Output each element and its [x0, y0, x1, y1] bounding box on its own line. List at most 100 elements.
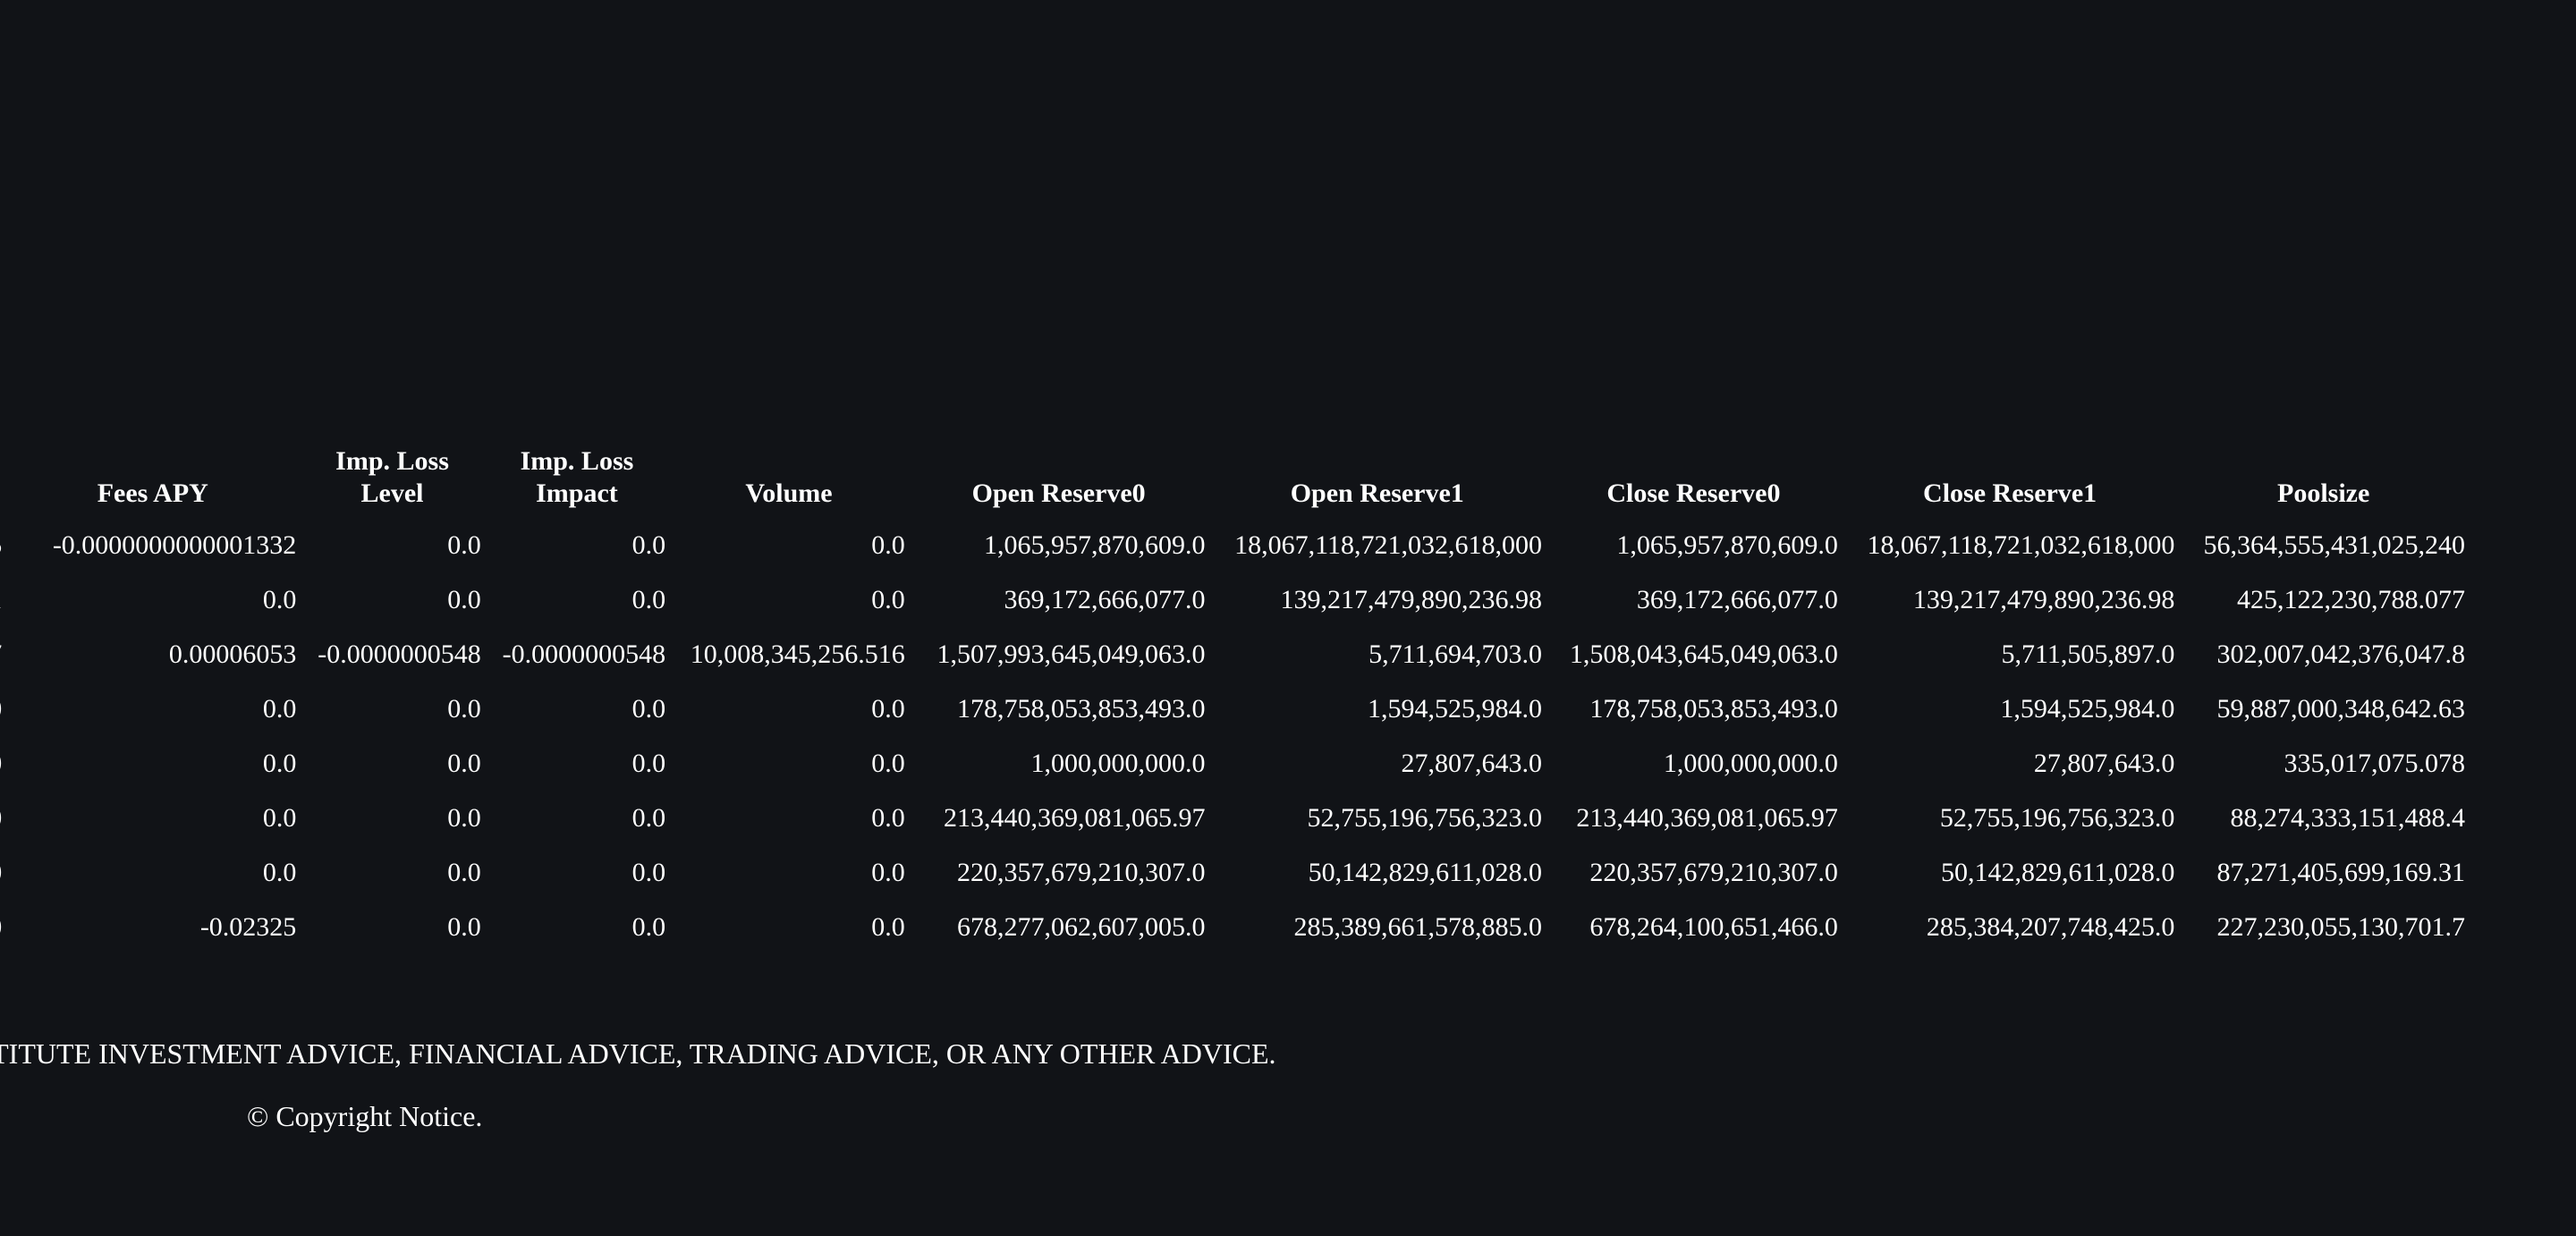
table-cell: 0.0 [871, 803, 905, 833]
table-cell: 0.0 [447, 694, 481, 724]
poolsize-header: Poolsize [2178, 436, 2469, 519]
column-header-line: Volume [745, 478, 833, 508]
table-cell: 285,389,661,578,885.0 [1293, 912, 1543, 942]
table-cell: .1 [0, 573, 5, 628]
table-cell: 0.0 [262, 858, 297, 887]
table-cell: 0.0 [631, 694, 666, 724]
table-cell: 27,807,643.0 [2033, 749, 2175, 778]
table-cell: 0.0 [447, 912, 481, 942]
close-reserve1-header: Close Reserve1 [1842, 436, 2178, 519]
table-row: 47 0.00006053 -0.0000000548 -0.0000000548 10… [0, 628, 2469, 682]
table-cell: 1,507,993,645,049,063.0 [936, 639, 1206, 669]
table-cell: 0.00006053 [168, 639, 297, 669]
table-cell: 285,384,207,748,425.0 [1926, 912, 2175, 942]
table-cell: 0.0 [871, 858, 905, 887]
table-cell: 50,142,829,611,028.0 [1308, 858, 1542, 887]
table-cell: -0.0000000000001332 [52, 530, 297, 560]
table-cell: 0.0 [262, 803, 297, 833]
table-cell: 220,357,679,210,307.0 [1589, 858, 1838, 887]
table-cell: -0.0000000548 [318, 639, 481, 669]
table-cell: 5,711,505,897.0 [2001, 639, 2175, 669]
table-cell: 50,142,829,611,028.0 [1940, 858, 2175, 887]
table-cell: 0.0 [871, 912, 905, 942]
table-cell: 5,711,694,703.0 [1368, 639, 1542, 669]
table-cell: 59,887,000,348,642.63 [2216, 694, 2466, 724]
table-cell: -0.02325 [199, 912, 297, 942]
column-header-line: Close Reserve1 [1923, 478, 2097, 508]
copyright-notice: © Copyright Notice. [247, 1100, 483, 1132]
table-cell: 35 [0, 519, 5, 573]
table-cell: 52,755,196,756,323.0 [1939, 803, 2175, 833]
table-cell: .0 [0, 792, 5, 846]
table-cell: 10,008,345,256.516 [690, 639, 905, 669]
table-cell: 0.0 [871, 585, 905, 614]
table-body: 35 -0.0000000000001332 0.0 0.0 0.0 1,065,957,… [0, 519, 2469, 955]
table-cell: 178,758,053,853,493.0 [1589, 694, 1838, 724]
table-row: .0 0.0 0.0 0.0 0.0 220,357,679,210,307.0 50,14… [0, 846, 2469, 901]
column-header-line: Imp. Loss [335, 446, 449, 476]
table-row: .0 0.0 0.0 0.0 0.0 1,000,000,000.0 27,807,643.… [0, 737, 2469, 792]
table-cell: 1,594,525,984.0 [2000, 694, 2175, 724]
table-cell: 213,440,369,081,065.97 [944, 803, 1206, 833]
table-cell: -0.0000000548 [502, 639, 666, 669]
table-cell: 27,807,643.0 [1401, 749, 1543, 778]
pool-data-table: Fees APY Imp. Loss Level Imp. Loss Impact Vol… [0, 436, 2469, 955]
table-cell: 0.0 [631, 803, 666, 833]
table-cell: .0 [0, 901, 5, 955]
table-cell: 678,264,100,651,466.0 [1589, 912, 1838, 942]
table-row: .0 0.0 0.0 0.0 0.0 213,440,369,081,065.97 52,7… [0, 792, 2469, 846]
table-cell: 0.0 [631, 749, 666, 778]
table-cell: 88,274,333,151,488.4 [2230, 803, 2466, 833]
table-row: 35 -0.0000000000001332 0.0 0.0 0.0 1,065,957,… [0, 519, 2469, 573]
volume-header: Volume [669, 436, 909, 519]
table-cell: 369,172,666,077.0 [1004, 585, 1206, 614]
table-cell: 302,007,042,376,047.8 [2216, 639, 2466, 669]
open-reserve1-header: Open Reserve1 [1209, 436, 1546, 519]
table-cell: 0.0 [871, 749, 905, 778]
table-cell: 213,440,369,081,065.97 [1576, 803, 1838, 833]
table-cell: 0.0 [262, 694, 297, 724]
table-header-row: Fees APY Imp. Loss Level Imp. Loss Impact Vol… [0, 436, 2469, 519]
table-cell: 0.0 [262, 749, 297, 778]
table-cell: .0 [0, 846, 5, 901]
open-reserve0-header: Open Reserve0 [909, 436, 1209, 519]
table-cell: 178,758,053,853,493.0 [957, 694, 1206, 724]
close-reserve0-header: Close Reserve0 [1546, 436, 1842, 519]
table-cell: 139,217,479,890,236.98 [1912, 585, 2175, 614]
table-cell: 52,755,196,756,323.0 [1307, 803, 1543, 833]
imp-loss-impact-header: Imp. Loss Impact [485, 436, 669, 519]
table-cell: 18,067,118,721,032,618,000 [1234, 530, 1542, 560]
table-cell: 0.0 [447, 803, 481, 833]
fees-apy-header: Fees APY [5, 436, 300, 519]
table-cell: 0.0 [631, 912, 666, 942]
imp-loss-level-header: Imp. Loss Level [300, 436, 484, 519]
column-header-line: Poolsize [2277, 478, 2370, 508]
table-cell: 0.0 [871, 694, 905, 724]
table-cell: 0.0 [631, 585, 666, 614]
table-cell: 0.0 [871, 530, 905, 560]
table-row: .0 -0.02325 0.0 0.0 0.0 678,277,062,607,005.0… [0, 901, 2469, 955]
table-cell: 0.0 [262, 585, 297, 614]
column-header-line: Level [360, 478, 424, 508]
disclaimer-text: DOES NOT CONSTITUTE INVESTMENT ADVICE, F… [0, 1037, 1276, 1070]
table-cell: 56,364,555,431,025,240 [2203, 530, 2466, 560]
table-cell: 0.0 [631, 858, 666, 887]
table-cell: 1,594,525,984.0 [1368, 694, 1542, 724]
column-header-line: Close Reserve0 [1606, 478, 1781, 508]
table-row: .1 0.0 0.0 0.0 0.0 369,172,666,077.0 139,217,4… [0, 573, 2469, 628]
table-cell: 0.0 [447, 530, 481, 560]
table-cell: 1,000,000,000.0 [1030, 749, 1206, 778]
table-cell: 87,271,405,699,169.31 [2216, 858, 2466, 887]
table-cell: 0.0 [447, 749, 481, 778]
table-cell: 227,230,055,130,701.7 [2216, 912, 2466, 942]
column-header-line: Fees APY [97, 478, 208, 508]
table-cell: 18,067,118,721,032,618,000 [1867, 530, 2175, 560]
table-cell: .0 [0, 737, 5, 792]
table-cell: 1,000,000,000.0 [1663, 749, 1838, 778]
table-cell: 1,508,043,645,049,063.0 [1569, 639, 1838, 669]
column-header-line: Open Reserve1 [1290, 478, 1464, 508]
table-cell: 220,357,679,210,307.0 [957, 858, 1206, 887]
table-cell: 47 [0, 628, 5, 682]
table-cell: 335,017,075.078 [2284, 749, 2466, 778]
